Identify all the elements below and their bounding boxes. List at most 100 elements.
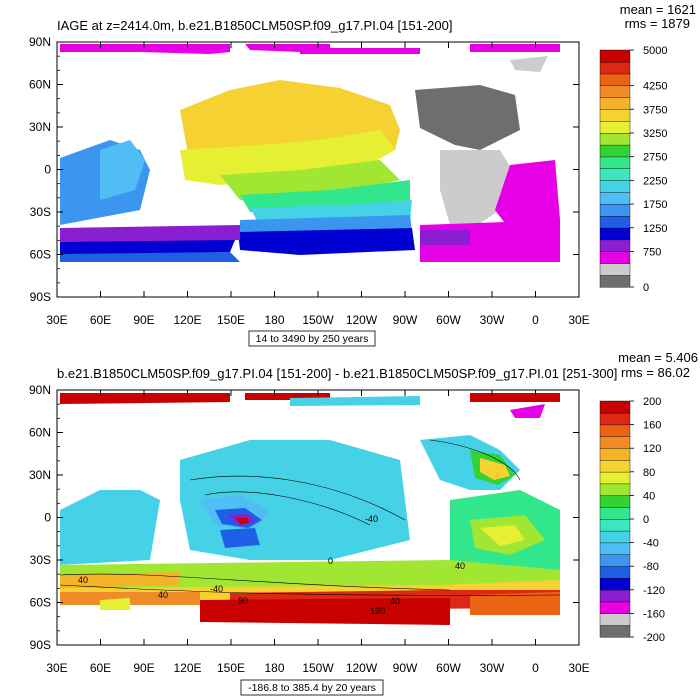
x-tick-label: 60W xyxy=(436,313,461,327)
colorbar-swatch xyxy=(599,168,631,181)
y-tick-label: 60N xyxy=(29,426,51,440)
colorbar-swatch xyxy=(599,483,631,496)
colorbar-label: 120 xyxy=(643,443,661,455)
y-tick-label: 30N xyxy=(29,120,51,134)
colorbar-label: 750 xyxy=(643,246,661,258)
y-tick-label: 60S xyxy=(30,596,51,610)
colorbar-label: 1750 xyxy=(643,199,667,211)
panel-1-rms: rms = 1879 xyxy=(625,16,690,31)
y-tick-label: 30S xyxy=(30,205,51,219)
panel-1-colorbar: 0 750 1250 1750 2250 2750 3250 3750 4250 5000 xyxy=(599,45,667,294)
x-tick-label: 30W xyxy=(480,661,505,675)
colorbar-swatch xyxy=(599,109,631,122)
contour-label: -40 xyxy=(365,514,378,524)
x-tick-label: 90W xyxy=(393,313,418,327)
colorbar-swatch xyxy=(599,436,631,449)
panel-2: b.e21.B1850CLM50SP.f09_g17.PI.04 [151-20… xyxy=(29,350,698,696)
x-tick-label: 150E xyxy=(217,661,245,675)
colorbar-label: -120 xyxy=(643,585,665,597)
colorbar-swatch xyxy=(599,518,631,532)
colorbar-swatch xyxy=(599,156,631,169)
colorbar-swatch xyxy=(599,191,631,205)
x-tick-label: 30E xyxy=(568,661,589,675)
colorbar-swatch xyxy=(599,471,631,485)
colorbar-swatch xyxy=(599,251,631,264)
colorbar-swatch xyxy=(599,215,631,229)
colorbar-label: -40 xyxy=(643,538,659,550)
contour-label: 120 xyxy=(370,606,385,616)
y-tick-label: 60S xyxy=(30,248,51,262)
colorbar-swatch xyxy=(599,49,631,63)
panel-2-y-axis: 90N 60N 30N 0 30S 60S 90S xyxy=(29,383,579,652)
panel-1-y-axis: 90N 60N 30N 0 30S 60S 90S xyxy=(29,35,579,304)
colorbar-swatch xyxy=(599,601,631,614)
colorbar-swatch xyxy=(599,542,631,555)
x-tick-label: 30E xyxy=(568,313,589,327)
colorbar-swatch xyxy=(599,120,631,134)
colorbar-swatch xyxy=(599,412,631,426)
x-tick-label: 180 xyxy=(264,313,284,327)
panel-1-title: IAGE at z=2414.0m, b.e21.B1850CLM50SP.f0… xyxy=(57,18,452,33)
y-tick-label: 0 xyxy=(44,511,51,525)
x-tick-label: 30W xyxy=(480,313,505,327)
colorbar-label: 2750 xyxy=(643,152,667,164)
colorbar-swatch xyxy=(599,495,631,508)
colorbar-swatch xyxy=(599,97,631,110)
colorbar-swatch xyxy=(599,132,631,146)
panel-2-mean: mean = 5.406 xyxy=(618,350,698,365)
y-tick-label: 90S xyxy=(30,638,51,652)
colorbar-swatch xyxy=(599,239,631,252)
panel-1-contour-info: 14 to 3490 by 250 years xyxy=(256,333,369,345)
colorbar-swatch xyxy=(599,566,631,579)
colorbar-label: 2250 xyxy=(643,175,667,187)
panel-2-title: b.e21.B1850CLM50SP.f09_g17.PI.04 [151-20… xyxy=(57,366,617,381)
x-tick-label: 0 xyxy=(532,313,539,327)
colorbar-swatch xyxy=(599,203,631,217)
x-tick-label: 30E xyxy=(46,661,67,675)
x-tick-label: 60E xyxy=(90,313,111,327)
panel-2-contours xyxy=(59,439,561,596)
colorbar-swatch xyxy=(599,144,631,158)
x-tick-label: 120W xyxy=(346,313,378,327)
x-tick-label: 150W xyxy=(302,661,334,675)
contour-label: 40 xyxy=(455,561,465,571)
colorbar-swatch xyxy=(599,554,631,567)
colorbar-swatch xyxy=(599,424,631,437)
x-tick-label: 180 xyxy=(264,661,284,675)
contour-label: 40 xyxy=(390,596,400,606)
panel-2-contour-labels: -40 0 40 40 80 -40 40 120 40 xyxy=(78,514,465,616)
x-tick-label: 120E xyxy=(173,313,201,327)
contour-label: 40 xyxy=(78,575,88,585)
contour-label: 0 xyxy=(328,556,333,566)
colorbar-label: 0 xyxy=(643,282,649,294)
y-tick-label: 30N xyxy=(29,468,51,482)
colorbar-label: 0 xyxy=(643,514,649,526)
colorbar-swatch xyxy=(599,507,631,520)
colorbar-swatch xyxy=(599,274,631,288)
x-tick-label: 120E xyxy=(173,661,201,675)
colorbar-swatch xyxy=(599,613,631,626)
panel-2-ocean-field xyxy=(60,393,560,625)
x-tick-label: 90E xyxy=(133,661,154,675)
contour-label: 80 xyxy=(238,596,248,606)
colorbar-label: 3750 xyxy=(643,104,667,116)
contour-label: -40 xyxy=(210,584,223,594)
y-tick-label: 0 xyxy=(44,163,51,177)
colorbar-label: 1250 xyxy=(643,223,667,235)
panel-1-contour-info-box xyxy=(248,330,376,347)
colorbar-label: -200 xyxy=(643,632,665,644)
colorbar-swatch xyxy=(599,589,631,603)
x-tick-label: 60W xyxy=(436,661,461,675)
panel-2-colorbar: -200 -160 -120 -80 -40 0 40 80 120 160 200 xyxy=(599,396,665,644)
x-tick-label: 0 xyxy=(532,661,539,675)
colorbar-label: 40 xyxy=(643,490,655,502)
panel-1-ocean-field xyxy=(60,44,560,262)
x-tick-label: 90E xyxy=(133,313,154,327)
colorbar-swatch xyxy=(599,400,631,414)
colorbar-swatch xyxy=(599,263,631,276)
panel-1-mean: mean = 1621 xyxy=(620,2,696,17)
colorbar-label: 4250 xyxy=(643,81,667,93)
y-tick-label: 60N xyxy=(29,78,51,92)
x-tick-label: 60E xyxy=(90,661,111,675)
colorbar-swatch xyxy=(599,227,631,241)
